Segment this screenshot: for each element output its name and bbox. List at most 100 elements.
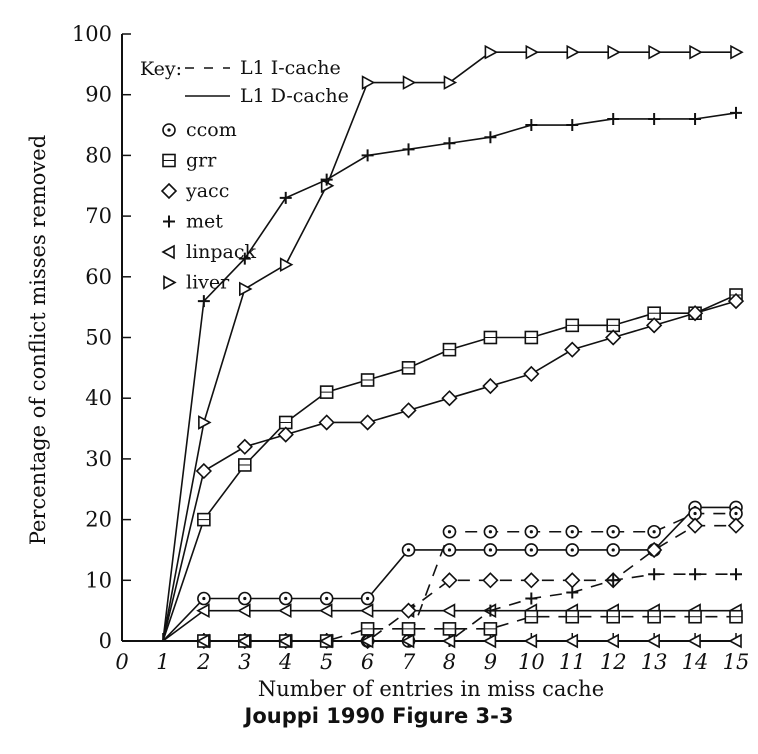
legend-series-label: linpack bbox=[186, 241, 257, 263]
series-met-dcache bbox=[162, 106, 742, 642]
triangle-left-marker bbox=[196, 603, 210, 618]
diamond-marker bbox=[727, 517, 745, 534]
legend-series-label: liver bbox=[186, 272, 230, 294]
diamond-marker bbox=[160, 182, 178, 200]
triangle-right-marker bbox=[279, 257, 294, 273]
triangle-left-marker bbox=[564, 633, 579, 649]
diamond-marker bbox=[564, 572, 581, 589]
circle-marker-dot bbox=[447, 548, 452, 552]
legend-series-label: met bbox=[186, 211, 223, 233]
circle-marker-dot bbox=[202, 596, 206, 601]
x-tick-label: 9 bbox=[484, 650, 497, 674]
x-tick-label: 6 bbox=[361, 650, 374, 674]
plus-marker bbox=[197, 295, 210, 308]
y-tick-label: 70 bbox=[85, 204, 112, 228]
diamond-marker bbox=[441, 390, 458, 407]
triangle-right-marker bbox=[566, 44, 580, 60]
x-tick-label: 11 bbox=[559, 650, 586, 674]
series-grr-dcache bbox=[162, 288, 743, 642]
plus-marker bbox=[443, 137, 456, 150]
diamond-marker bbox=[646, 541, 663, 559]
triangle-left-marker bbox=[318, 603, 333, 618]
triangle-right-marker bbox=[163, 275, 177, 290]
series-line bbox=[162, 112, 737, 642]
diamond-marker bbox=[564, 341, 581, 358]
triangle-right-marker bbox=[607, 44, 621, 60]
y-tick-label: 60 bbox=[85, 265, 112, 289]
triangle-right-marker bbox=[730, 44, 744, 60]
series-liver-dcache bbox=[162, 44, 744, 642]
x-tick-label: 10 bbox=[518, 650, 545, 674]
circle-marker-dot bbox=[693, 511, 697, 516]
plus-marker bbox=[525, 119, 538, 132]
diamond-marker bbox=[482, 572, 499, 589]
legend-line-label: L1 D-cache bbox=[240, 85, 349, 107]
diamond-marker bbox=[482, 377, 499, 395]
circle-marker-dot bbox=[529, 530, 533, 534]
diamond-marker bbox=[441, 572, 458, 589]
x-tick-label: 15 bbox=[723, 650, 750, 674]
triangle-left-marker bbox=[278, 603, 292, 618]
plus-marker bbox=[279, 191, 292, 204]
plus-marker bbox=[648, 112, 661, 125]
diamond-marker bbox=[236, 438, 253, 455]
circle-marker-dot bbox=[611, 530, 615, 534]
circle-marker-dot bbox=[611, 548, 615, 552]
y-tick-label: 0 bbox=[99, 629, 112, 653]
circle-marker-dot bbox=[529, 548, 533, 552]
plus-marker bbox=[730, 568, 742, 581]
diamond-marker bbox=[400, 402, 417, 419]
triangle-right-marker bbox=[648, 44, 662, 60]
triangle-left-marker bbox=[278, 633, 292, 649]
series-linpack-icache bbox=[162, 633, 742, 649]
triangle-left-marker bbox=[605, 633, 620, 649]
plus-marker bbox=[607, 574, 620, 587]
x-tick-label: 0 bbox=[115, 650, 128, 674]
diamond-marker bbox=[605, 329, 622, 346]
plus-marker bbox=[566, 586, 579, 599]
diamond-marker bbox=[359, 414, 376, 431]
circle-marker-dot bbox=[167, 128, 171, 132]
triangle-left-marker bbox=[441, 603, 456, 618]
triangle-right-marker bbox=[361, 75, 376, 90]
triangle-right-marker bbox=[239, 281, 253, 297]
triangle-left-marker bbox=[728, 633, 742, 649]
y-tick-label: 20 bbox=[85, 508, 112, 532]
triangle-right-marker bbox=[484, 44, 499, 60]
triangle-left-marker bbox=[523, 633, 538, 649]
triangle-left-marker bbox=[359, 603, 374, 618]
diamond-marker bbox=[686, 517, 704, 534]
triangle-left-marker bbox=[196, 633, 210, 649]
legend-key-label: Key: bbox=[140, 58, 182, 80]
y-tick-label: 90 bbox=[85, 83, 112, 107]
circle-marker-dot bbox=[570, 530, 574, 534]
diamond-marker bbox=[400, 602, 417, 619]
circle-marker-dot bbox=[366, 596, 370, 601]
diamond-marker bbox=[727, 292, 745, 310]
legend-series-label: ccom bbox=[186, 119, 237, 141]
diamond-marker bbox=[277, 426, 294, 443]
diamond-marker bbox=[523, 365, 540, 383]
x-axis-label: Number of entries in miss cache bbox=[258, 677, 604, 700]
x-tick-label: 1 bbox=[156, 650, 169, 674]
triangle-right-marker bbox=[443, 75, 458, 90]
plus-marker bbox=[525, 592, 538, 605]
x-tick-label: 14 bbox=[682, 650, 709, 674]
plus-marker bbox=[689, 568, 702, 581]
triangle-right-marker bbox=[198, 415, 212, 430]
plus-marker bbox=[163, 215, 175, 228]
triangle-left-marker bbox=[237, 603, 251, 618]
x-tick-label: 5 bbox=[320, 650, 333, 674]
plus-marker bbox=[730, 106, 742, 119]
legend-line-label: L1 I-cache bbox=[240, 57, 341, 79]
triangle-right-marker bbox=[402, 75, 417, 90]
triangle-left-marker bbox=[359, 633, 374, 649]
x-tick-label: 4 bbox=[278, 650, 292, 674]
circle-marker-dot bbox=[243, 596, 247, 601]
plus-marker bbox=[484, 604, 497, 617]
plus-marker bbox=[566, 119, 579, 132]
circle-marker-dot bbox=[570, 548, 574, 552]
circle-marker-dot bbox=[652, 530, 656, 534]
